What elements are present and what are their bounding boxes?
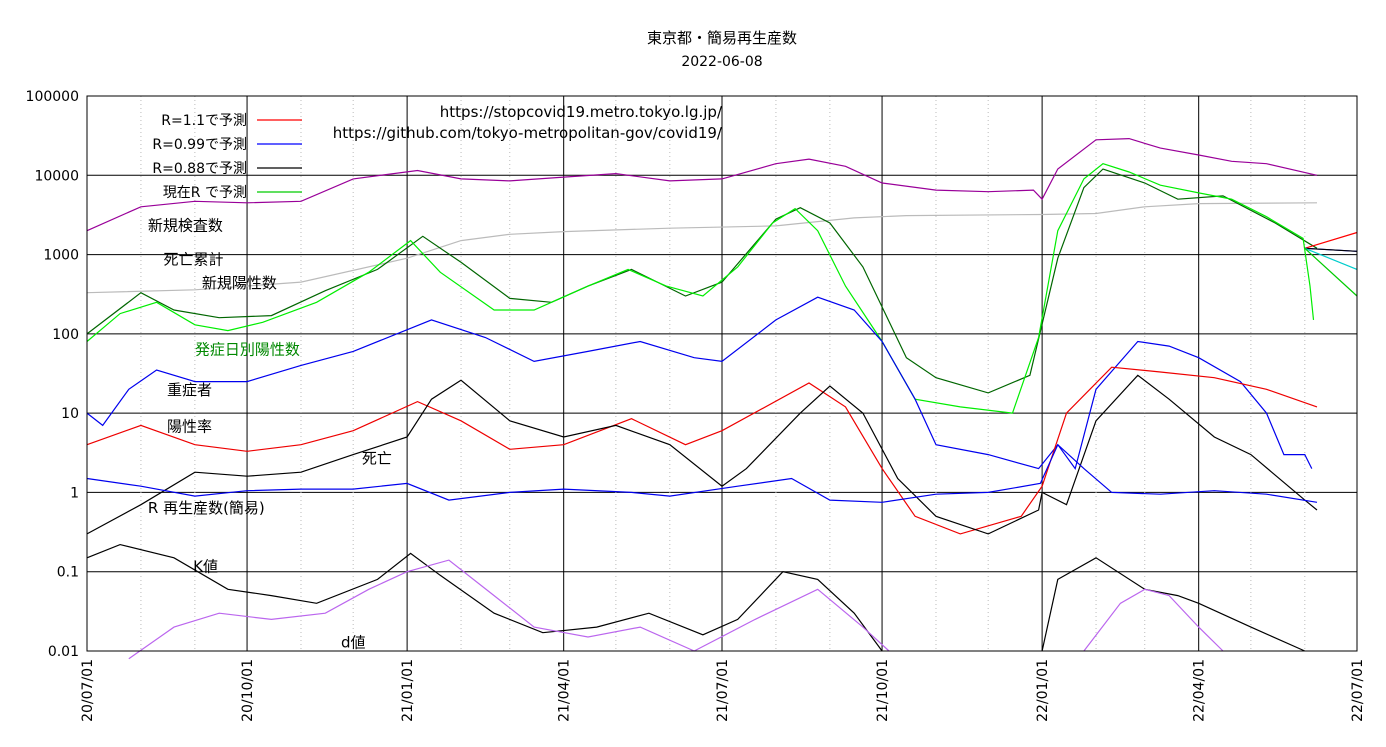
- x-tick-label: 20/10/01: [240, 659, 256, 722]
- grid: [86, 95, 1358, 652]
- x-tick-label: 22/04/01: [1192, 659, 1208, 722]
- series-line: [86, 443, 1318, 503]
- x-tick-label: 21/04/01: [557, 659, 573, 722]
- series-annotation: 発症日別陽性数: [195, 340, 300, 358]
- x-tick-label: 22/01/01: [1035, 659, 1051, 722]
- y-tick-label: 1000: [43, 248, 79, 264]
- y-tick-label: 100: [52, 327, 79, 343]
- forecast-line: [1304, 247, 1358, 297]
- y-tick-label: 0.1: [57, 565, 79, 581]
- forecast-line: [1304, 247, 1358, 252]
- series-group: [86, 137, 1358, 660]
- plot-frame: [86, 95, 1358, 652]
- series-line: [86, 296, 1313, 470]
- source-url-1: https://stopcovid19.metro.tokyo.lg.jp/: [440, 103, 723, 121]
- x-tick-label: 21/07/01: [715, 659, 731, 722]
- x-tick-label: 21/01/01: [400, 659, 416, 722]
- x-tick-label: 20/07/01: [80, 659, 96, 722]
- series-annotation: K値: [193, 558, 218, 576]
- series-line: [128, 559, 890, 660]
- y-tick-label: 0.01: [48, 644, 79, 660]
- series-line: [86, 137, 1318, 232]
- series-line: [1083, 588, 1224, 652]
- series-annotation: 陽性率: [167, 417, 212, 435]
- forecast-line: [1304, 231, 1358, 249]
- series-line: [86, 163, 1315, 414]
- chart-subtitle: 2022-06-08: [681, 54, 762, 70]
- series-annotation: d値: [341, 634, 366, 652]
- forecast-line: [1304, 247, 1358, 270]
- y-tick-label: 10000: [34, 168, 79, 184]
- legend-label: R=0.88で予測: [152, 161, 247, 177]
- series-annotation: 新規陽性数: [202, 274, 277, 292]
- series-line: [86, 366, 1318, 535]
- legend-label: R=0.99で予測: [152, 137, 247, 153]
- series-line: [86, 168, 1318, 394]
- legend-label: R=1.1で予測: [161, 113, 247, 129]
- series-line: [86, 202, 1318, 294]
- series-line: [1041, 557, 1306, 652]
- source-url-2: https://github.com/tokyo-metropolitan-go…: [333, 124, 723, 142]
- series-annotation: 死亡累計: [164, 250, 224, 268]
- series-annotation: 重症者: [167, 381, 212, 399]
- series-annotation: 新規検査数: [148, 217, 223, 235]
- series-line: [86, 374, 1318, 535]
- y-tick-label: 1: [70, 485, 79, 501]
- y-tick-label: 10: [61, 406, 79, 422]
- x-tick-label: 21/10/01: [875, 659, 891, 722]
- x-axis-ticks: 20/07/01 20/10/01 21/01/01 21/04/01 21/07/01…: [80, 659, 1366, 722]
- chart-title: 東京都・簡易再生産数: [647, 29, 797, 47]
- x-tick-label: 22/07/01: [1350, 659, 1366, 722]
- y-axis-ticks: 100000 10000 1000 100 10 1 0.1 0.01: [26, 89, 79, 660]
- series-annotation: 死亡: [362, 450, 392, 468]
- y-tick-label: 100000: [26, 89, 79, 105]
- series-annotation: R 再生産数(簡易): [148, 499, 265, 517]
- legend-label: 現在R で予測: [163, 185, 247, 201]
- series-line: [86, 543, 883, 652]
